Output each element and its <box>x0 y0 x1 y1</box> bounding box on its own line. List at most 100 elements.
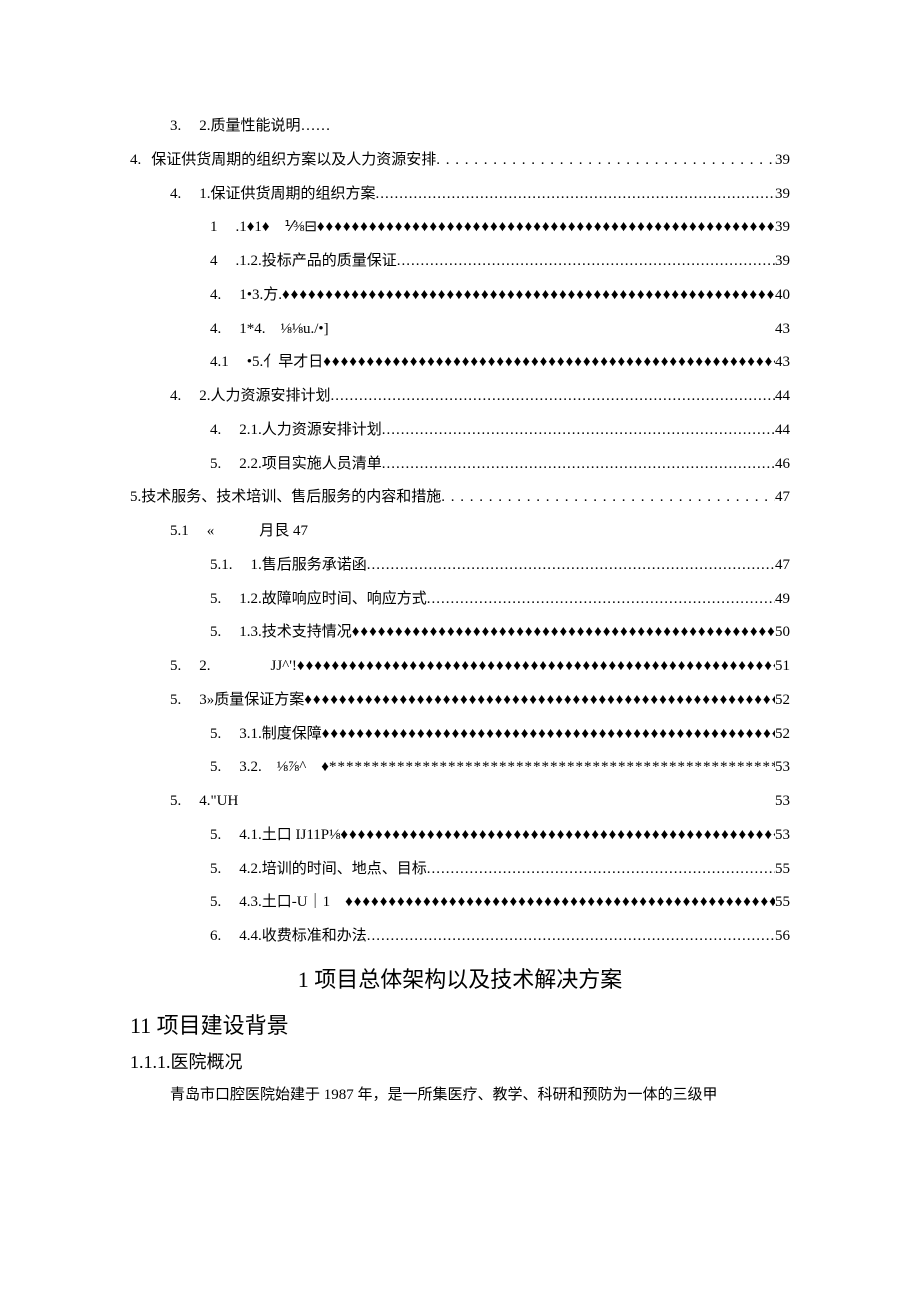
toc-leader: ........................................… <box>427 583 775 617</box>
toc-entry-label: 1•3.方. <box>239 279 282 313</box>
toc-entry: 4.1.保证供货周期的组织方案.........................… <box>130 178 790 212</box>
body-paragraph: 青岛市口腔医院始建于 1987 年，是一所集医疗、教学、科研和预防为一体的三级甲 <box>130 1080 790 1110</box>
toc-entry-page: 43 <box>775 313 790 347</box>
toc-entry-number: 5. <box>170 650 181 684</box>
toc-entry-page: 56 <box>775 920 790 954</box>
toc-entry: 5.3.1.制度保障♦♦♦♦♦♦♦♦♦♦♦♦♦♦♦♦♦♦♦♦♦♦♦♦♦♦♦♦♦♦… <box>130 718 790 752</box>
toc-entry-page: 52 <box>775 684 790 718</box>
toc-leader: ........................................… <box>427 853 775 887</box>
toc-entry-label: .1♦1♦ ⅟⅜⊟ <box>236 211 317 245</box>
toc-entry: 6.4.4.收费标准和办法...........................… <box>130 920 790 954</box>
toc-entry-label: •5.亻早才日 <box>247 346 324 380</box>
section-1-heading: 1 项目总体架构以及技术解决方案 <box>130 962 790 994</box>
toc-entry-number: 5.1. <box>210 549 233 583</box>
toc-entry: 5. 1.2.故障响应时间、响应方式.......................… <box>130 583 790 617</box>
toc-entry-label: 3»质量保证方案 <box>199 684 304 718</box>
toc-leader: ♦♦♦♦♦♦♦♦♦♦♦♦♦♦♦♦♦♦♦♦♦♦♦♦♦♦♦♦♦♦♦♦♦♦♦♦♦♦♦♦… <box>323 346 775 380</box>
toc-entry-page: 39 <box>775 245 790 279</box>
toc-entry-label: 1.售后服务承诺函 <box>251 549 367 583</box>
toc-entry-page: 44 <box>775 380 790 414</box>
toc-entry: 4.1.2.投标产品的质量保证.........................… <box>130 245 790 279</box>
toc-entry-page: 39 <box>775 144 790 178</box>
toc-leader: . . . . . . . . . . . . . . . . . . . . … <box>436 144 775 178</box>
toc-entry-page: 52 <box>775 718 790 752</box>
toc-leader: ........................................… <box>376 178 775 212</box>
toc-entry-page: 53 <box>775 785 790 819</box>
toc-entry-number: 4. <box>170 178 181 212</box>
toc-entry: 5. 2. JJ^'!♦♦♦♦♦♦♦♦♦♦♦♦♦♦♦♦♦♦♦♦♦♦♦♦♦♦♦♦♦♦… <box>130 650 790 684</box>
toc-entry: 3.2.质量性能说明…… <box>130 110 790 144</box>
toc-entry: 4.1 •5.亻早才日♦♦♦♦♦♦♦♦♦♦♦♦♦♦♦♦♦♦♦♦♦♦♦♦♦♦♦♦♦♦… <box>130 346 790 380</box>
toc-entry-page: 50 <box>775 616 790 650</box>
toc-entry: 5.1.3.技术支持情况♦♦♦♦♦♦♦♦♦♦♦♦♦♦♦♦♦♦♦♦♦♦♦♦♦♦♦♦… <box>130 616 790 650</box>
toc-entry-label: .1.2.投标产品的质量保证 <box>236 245 397 279</box>
toc-entry: 5.4.3.土口-U｜1 ♦♦♦♦♦♦♦♦♦♦♦♦♦♦♦♦♦♦♦♦♦♦♦♦♦♦♦… <box>130 886 790 920</box>
toc-leader: ........................................… <box>367 920 775 954</box>
toc-entry-number: 4.1 <box>210 346 229 380</box>
toc-leader: ........................................… <box>382 448 775 482</box>
toc-entry: 4. 1•3.方.♦♦♦♦♦♦♦♦♦♦♦♦♦♦♦♦♦♦♦♦♦♦♦♦♦♦♦♦♦♦♦♦… <box>130 279 790 313</box>
toc-entry-page: 55 <box>775 886 790 920</box>
toc-entry-label: 2.2.项目实施人员清单 <box>239 448 382 482</box>
toc-entry-label: 技术服务、技术培训、售后服务的内容和措施 <box>141 481 441 515</box>
toc-entry-page: 39 <box>775 178 790 212</box>
toc-entry-page: 55 <box>775 853 790 887</box>
toc-entry-label: 4.4.收费标准和办法 <box>239 920 367 954</box>
toc-entry-label: 4.1.土口 IJ11P⅛ <box>239 819 340 853</box>
toc-entry-page: 44 <box>775 414 790 448</box>
toc-leader: ........................................… <box>331 380 775 414</box>
toc-entry-label: 1.2.故障响应时间、响应方式 <box>239 583 427 617</box>
toc-leader: ........................................… <box>367 549 775 583</box>
toc-entry-number: 4. <box>210 313 221 347</box>
toc-entry-label: 3.2. ⅛⅞^ ♦ <box>239 751 329 785</box>
section-1.1-heading: 11 项目建设背景 <box>130 1008 790 1040</box>
toc-leader: ........................................… <box>382 414 775 448</box>
toc-entry-page: 43 <box>775 346 790 380</box>
toc-entry-label: 2.1.人力资源安排计划 <box>239 414 382 448</box>
toc-entry-number: 5. <box>130 481 141 515</box>
toc-entry-page: 49 <box>775 583 790 617</box>
toc-entry-number: 5. <box>210 853 221 887</box>
toc-leader: ♦♦♦♦♦♦♦♦♦♦♦♦♦♦♦♦♦♦♦♦♦♦♦♦♦♦♦♦♦♦♦♦♦♦♦♦♦♦♦♦… <box>297 650 775 684</box>
section-1.1.1-heading: 1.1.1.医院概况 <box>130 1048 790 1074</box>
toc-entry-number: 5. <box>210 886 221 920</box>
toc-entry: 5.3»质量保证方案♦♦♦♦♦♦♦♦♦♦♦♦♦♦♦♦♦♦♦♦♦♦♦♦♦♦♦♦♦♦… <box>130 684 790 718</box>
toc-entry-label: 4."UH <box>199 785 238 819</box>
toc-entry-number: 5. <box>210 751 221 785</box>
toc-entry-number: 5. <box>210 583 221 617</box>
toc-entry: 5. 4."UH 53 <box>130 785 790 819</box>
toc-leader: ♦♦♦♦♦♦♦♦♦♦♦♦♦♦♦♦♦♦♦♦♦♦♦♦♦♦♦♦♦♦♦♦♦♦♦♦♦♦♦♦… <box>282 279 775 313</box>
toc-entry-number: 4. <box>210 414 221 448</box>
toc-entry-number: 5. <box>210 819 221 853</box>
toc-entry-number: 5. <box>170 785 181 819</box>
toc-entry-number: 4. <box>170 380 181 414</box>
toc-entry-page: 46 <box>775 448 790 482</box>
table-of-contents: 3.2.质量性能说明……4.保证供货周期的组织方案以及人力资源安排. . . .… <box>130 110 790 954</box>
toc-entry-label: 3.1.制度保障 <box>239 718 322 752</box>
toc-leader: . . . . . . . . . . . . . . . . . . . . … <box>441 481 775 515</box>
toc-entry: 5. 4.1.土口 IJ11P⅛♦♦♦♦♦♦♦♦♦♦♦♦♦♦♦♦♦♦♦♦♦♦♦♦♦… <box>130 819 790 853</box>
toc-entry-number: 5.1 <box>170 515 189 549</box>
toc-entry: 4. 2.人力资源安排计划............................… <box>130 380 790 414</box>
toc-entry: 5.1 « 月艮 47 <box>130 515 790 549</box>
toc-entry: 4. 2.1.人力资源安排计划..........................… <box>130 414 790 448</box>
toc-entry-number: 4. <box>130 144 141 178</box>
toc-leader: ♦♦♦♦♦♦♦♦♦♦♦♦♦♦♦♦♦♦♦♦♦♦♦♦♦♦♦♦♦♦♦♦♦♦♦♦♦♦♦♦… <box>345 886 775 920</box>
toc-leader: ****************************************… <box>329 751 775 785</box>
toc-entry-page: 51 <box>775 650 790 684</box>
toc-entry-label: 4.2.培训的时间、地点、目标 <box>239 853 427 887</box>
document-page: 3.2.质量性能说明……4.保证供货周期的组织方案以及人力资源安排. . . .… <box>0 0 920 1301</box>
toc-entry-label: « 月艮 47 <box>207 515 308 549</box>
toc-entry-label: 2.人力资源安排计划 <box>199 380 330 414</box>
toc-entry-number: 4. <box>210 279 221 313</box>
toc-entry-page: 40 <box>775 279 790 313</box>
toc-entry: 4.1*4. ⅛⅛u./•]43 <box>130 313 790 347</box>
toc-entry-number: 4 <box>210 245 218 279</box>
toc-leader: ♦♦♦♦♦♦♦♦♦♦♦♦♦♦♦♦♦♦♦♦♦♦♦♦♦♦♦♦♦♦♦♦♦♦♦♦♦♦♦♦… <box>352 616 775 650</box>
toc-leader: ♦♦♦♦♦♦♦♦♦♦♦♦♦♦♦♦♦♦♦♦♦♦♦♦♦♦♦♦♦♦♦♦♦♦♦♦♦♦♦♦… <box>340 819 775 853</box>
toc-entry-label: 2.质量性能说明…… <box>199 110 330 144</box>
toc-entry-label: 2. JJ^'! <box>199 650 297 684</box>
toc-entry: 1.1♦1♦ ⅟⅜⊟♦♦♦♦♦♦♦♦♦♦♦♦♦♦♦♦♦♦♦♦♦♦♦♦♦♦♦♦♦♦… <box>130 211 790 245</box>
toc-leader: ♦♦♦♦♦♦♦♦♦♦♦♦♦♦♦♦♦♦♦♦♦♦♦♦♦♦♦♦♦♦♦♦♦♦♦♦♦♦♦♦… <box>317 211 775 245</box>
toc-entry-page: 53 <box>775 819 790 853</box>
